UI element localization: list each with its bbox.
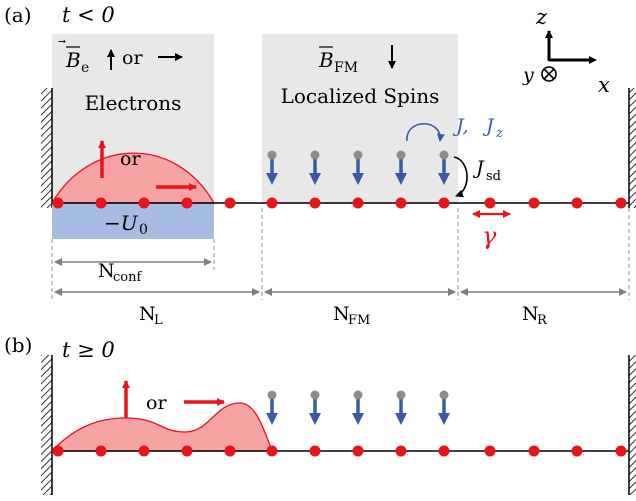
left-wall-hatch-b — [41, 355, 52, 495]
electrons-label: Electrons — [85, 91, 182, 115]
spin-b-5 — [438, 390, 450, 425]
lattice-site-a-10 — [438, 197, 450, 209]
lattice-site-a-8 — [352, 197, 364, 209]
lattice-site-b-8 — [352, 445, 364, 457]
spin-a-3 — [352, 150, 364, 185]
localized-spins-label: Localized Spins — [281, 84, 440, 108]
electron-or-label: or — [120, 148, 141, 170]
coupling-Jsd-label: J — [472, 157, 485, 179]
lattice-site-b-1 — [52, 445, 64, 457]
lattice-site-b-5 — [224, 445, 236, 457]
lattice-site-b-7 — [309, 445, 321, 457]
lattice-site-a-5 — [224, 197, 236, 209]
localized-spins-b — [266, 390, 450, 425]
lattice-site-a-9 — [395, 197, 407, 209]
panel-b-label: (b) — [4, 333, 32, 357]
panel-a-label: (a) — [4, 3, 32, 27]
panel-a-time: t < 0 — [62, 3, 115, 27]
sd-coupling-arc — [453, 156, 468, 198]
coupling-Jsd-subscript: sd — [486, 169, 501, 184]
spin-a-1 — [266, 150, 278, 185]
y-axis-label: y — [522, 64, 534, 86]
spin-b-2 — [309, 390, 321, 425]
lattice-site-b-9 — [395, 445, 407, 457]
localized-spins-a — [266, 150, 450, 185]
well-depth-subscript: 0 — [139, 222, 148, 238]
lattice-site-a-4 — [181, 197, 193, 209]
field-e-symbol: B — [65, 48, 81, 72]
right-wall-hatch-a — [629, 88, 636, 208]
electron-wave-packet — [50, 152, 216, 204]
field-e-subscript: e — [81, 60, 89, 76]
lattice-site-b-6 — [266, 445, 278, 457]
left-wall-hatch-a — [41, 88, 52, 208]
lattice-site-b-10 — [438, 445, 450, 457]
well-depth-label: −U — [104, 211, 139, 235]
n-left-subscript: L — [154, 313, 163, 328]
field-fm-subscript: FM — [334, 60, 358, 76]
lattice-site-a-3 — [138, 197, 150, 209]
panel-b-time: t ≥ 0 — [62, 338, 115, 362]
n-right-subscript: R — [537, 313, 548, 328]
lattice-site-a-7 — [309, 197, 321, 209]
coupling-J-label: J, — [452, 115, 469, 137]
coupling-Jz-subscript: z — [495, 126, 503, 141]
spin-b-1 — [266, 390, 278, 425]
exchange-coupling-arc — [406, 122, 445, 142]
lattice-site-b-4 — [181, 445, 193, 457]
spin-a-4 — [395, 150, 407, 185]
n-fm-subscript: FM — [348, 313, 370, 328]
lattice-site-b-3 — [138, 445, 150, 457]
lattice-site-a-12 — [528, 197, 540, 209]
lattice-site-b-11 — [484, 445, 496, 457]
lattice-site-a-1 — [52, 197, 64, 209]
n-right-label: N — [522, 303, 539, 325]
lattice-site-a-14 — [615, 197, 627, 209]
coupling-Jz-label: J — [482, 115, 495, 137]
x-axis-label: x — [598, 73, 610, 97]
z-axis-label: z — [535, 5, 548, 29]
potential-well — [52, 203, 214, 239]
y-axis-cross-line-2 — [543, 68, 555, 80]
n-fm-label: N — [333, 303, 350, 325]
spin-a-5 — [438, 150, 450, 185]
lattice-sites-a — [52, 197, 627, 209]
field-fm-symbol: B — [318, 48, 334, 72]
right-wall-hatch-b — [629, 355, 636, 495]
lattice-site-a-11 — [484, 197, 496, 209]
spin-b-4 — [395, 390, 407, 425]
hopping-label: γ — [482, 222, 497, 250]
lattice-sites-b — [52, 445, 627, 457]
lattice-site-b-13 — [571, 445, 583, 457]
panel-b: (b) t ≥ 0 or — [4, 333, 636, 495]
n-conf-subscript: conf — [113, 270, 142, 285]
n-conf-label: N — [98, 260, 115, 282]
electron-or-label-b: or — [146, 392, 167, 414]
spin-b-3 — [352, 390, 364, 425]
lattice-site-a-2 — [95, 197, 107, 209]
lattice-site-b-2 — [95, 445, 107, 457]
panel-a: (a) t < 0 B ⃗ e or B FM Electrons Locali… — [4, 3, 636, 328]
lattice-site-a-6 — [266, 197, 278, 209]
field-e-or: or — [122, 47, 143, 69]
lattice-site-b-12 — [528, 445, 540, 457]
spin-a-2 — [309, 150, 321, 185]
spreading-wave-packet — [50, 402, 273, 452]
n-left-label: N — [139, 303, 156, 325]
lattice-site-b-14 — [615, 445, 627, 457]
lattice-site-a-13 — [571, 197, 583, 209]
